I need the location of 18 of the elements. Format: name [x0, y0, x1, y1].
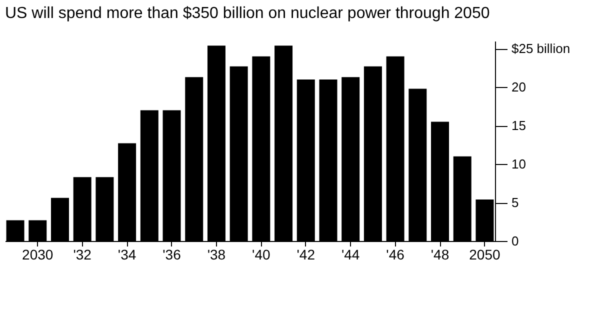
y-tick-label: 15	[512, 118, 526, 134]
x-tick-label: '36	[162, 246, 182, 262]
y-tick-label: 10	[512, 156, 526, 172]
y-tick-label: 20	[512, 80, 526, 95]
x-tick-label: '40	[252, 246, 271, 262]
x-tick-label: '48	[430, 246, 450, 262]
y-tick-label: $25 billion	[512, 41, 570, 56]
x-tick-label: 2030	[22, 246, 54, 262]
x-tick-label: '34	[118, 246, 136, 262]
x-tick-label: '38	[207, 246, 226, 262]
y-tick-label: 0	[512, 234, 519, 248]
y-tick-label: 5	[512, 195, 519, 210]
x-tick-label: '32	[73, 246, 92, 262]
x-tick-label: '46	[386, 246, 405, 262]
x-tick-label: 2050	[469, 246, 500, 262]
x-tick-label: '44	[341, 246, 360, 262]
x-tick-label: '42	[296, 246, 316, 262]
chart-title: US will spend more than $350 billion on nuclear power through 2050	[5, 5, 490, 22]
